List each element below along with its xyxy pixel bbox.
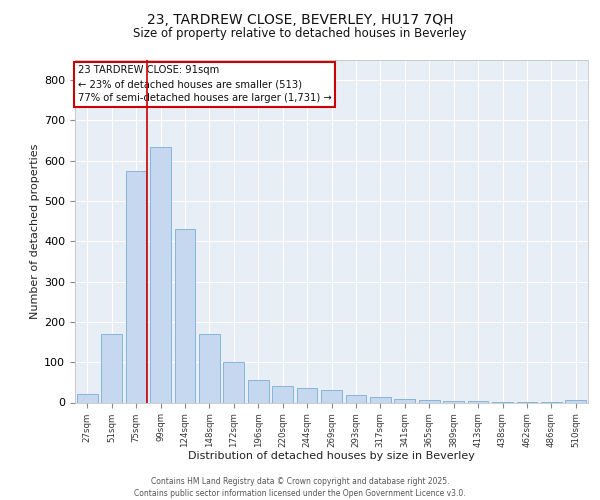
Bar <box>248 380 269 402</box>
Bar <box>419 400 440 402</box>
Bar <box>101 334 122 402</box>
Text: Contains HM Land Registry data © Crown copyright and database right 2025.
Contai: Contains HM Land Registry data © Crown c… <box>134 476 466 498</box>
Bar <box>296 388 317 402</box>
Bar <box>150 146 171 402</box>
Bar <box>175 229 196 402</box>
Bar <box>199 334 220 402</box>
Bar <box>272 386 293 402</box>
Bar <box>443 401 464 402</box>
Bar <box>125 171 146 402</box>
Bar <box>346 395 367 402</box>
Text: 23, TARDREW CLOSE, BEVERLEY, HU17 7QH: 23, TARDREW CLOSE, BEVERLEY, HU17 7QH <box>147 12 453 26</box>
Bar <box>223 362 244 403</box>
Bar <box>321 390 342 402</box>
Bar <box>565 400 586 402</box>
Bar <box>370 398 391 402</box>
Y-axis label: Number of detached properties: Number of detached properties <box>30 144 40 319</box>
Bar <box>77 394 98 402</box>
Text: 23 TARDREW CLOSE: 91sqm
← 23% of detached houses are smaller (513)
77% of semi-d: 23 TARDREW CLOSE: 91sqm ← 23% of detache… <box>77 65 331 103</box>
Bar <box>394 400 415 402</box>
Text: Size of property relative to detached houses in Beverley: Size of property relative to detached ho… <box>133 28 467 40</box>
X-axis label: Distribution of detached houses by size in Beverley: Distribution of detached houses by size … <box>188 452 475 462</box>
